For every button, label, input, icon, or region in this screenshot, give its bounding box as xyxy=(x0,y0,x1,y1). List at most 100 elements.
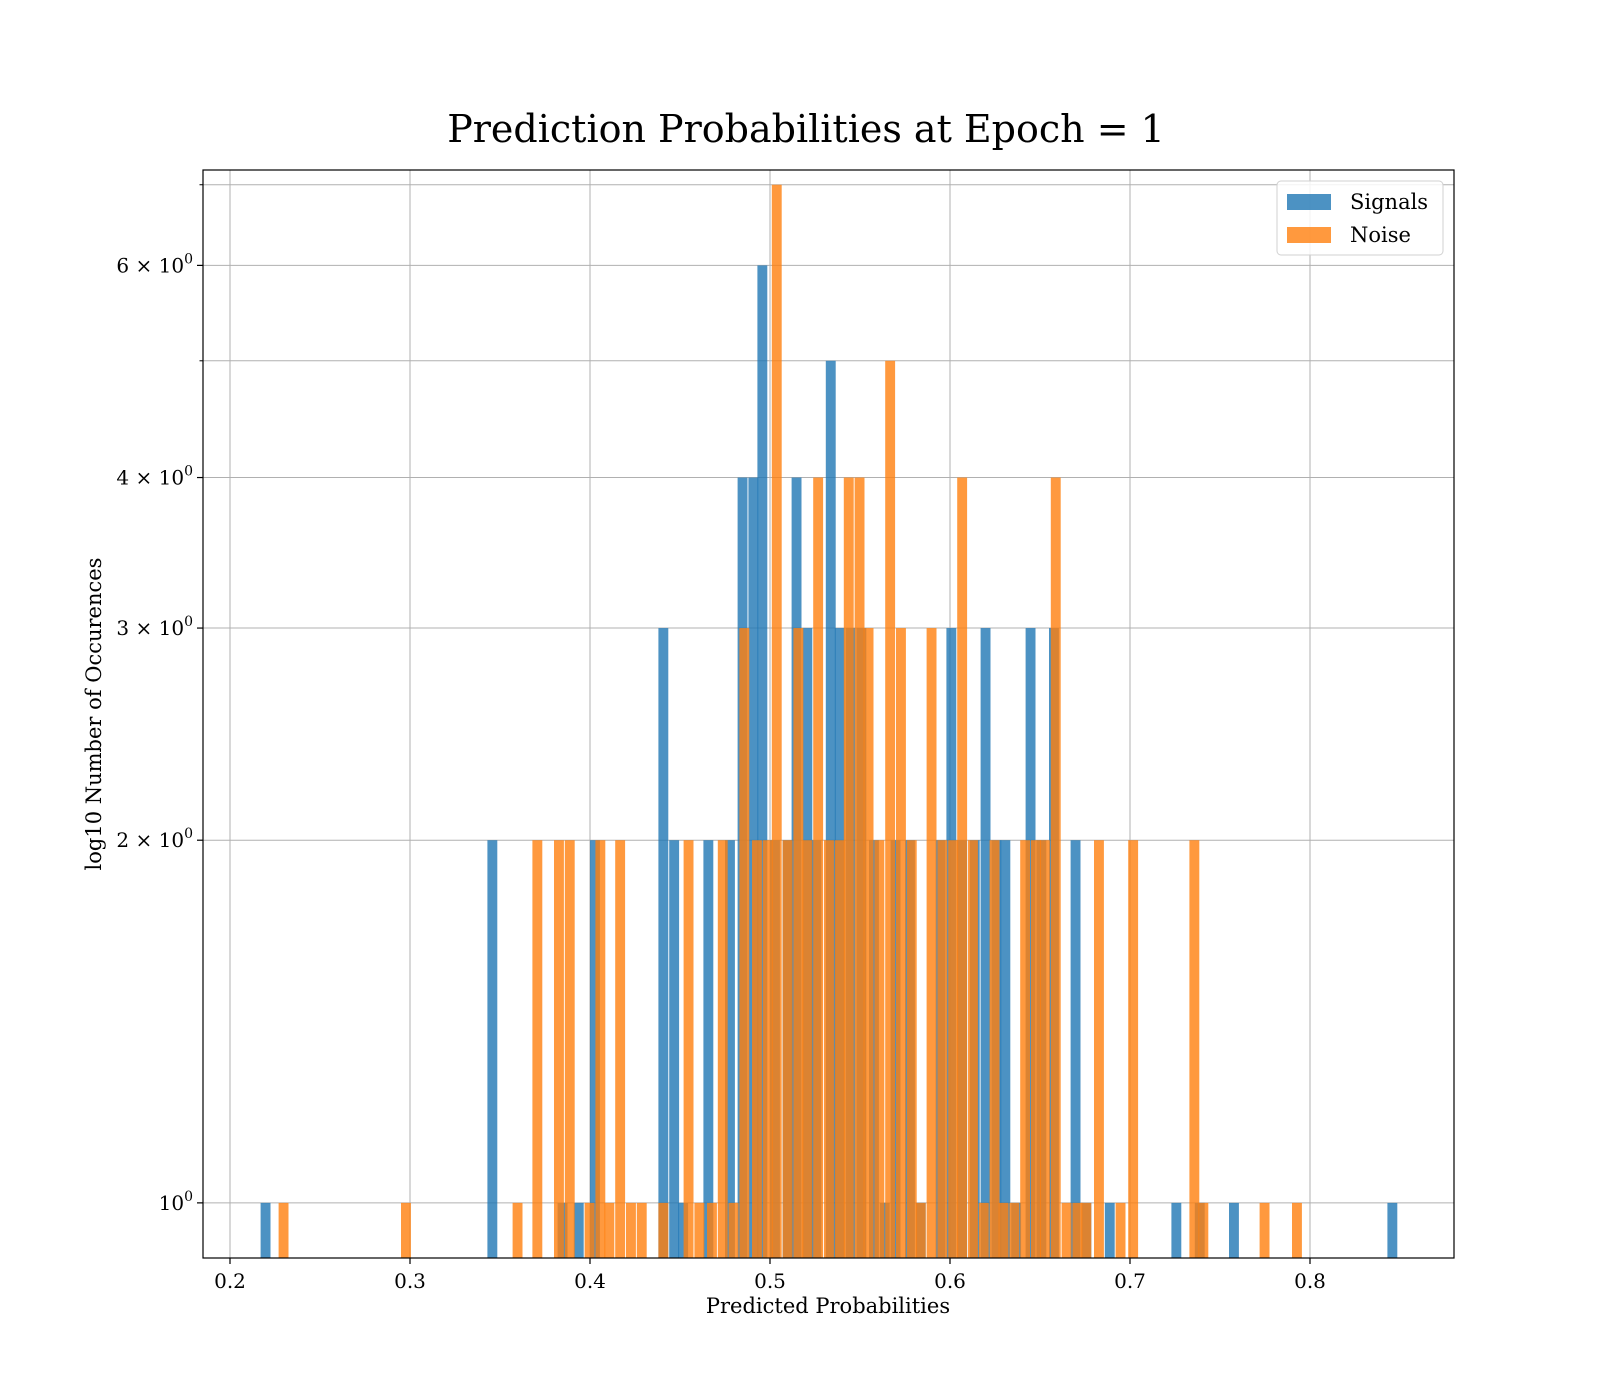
bar-noise xyxy=(998,1202,1009,1258)
bar-noise xyxy=(683,840,694,1258)
bar-noise xyxy=(854,477,865,1258)
bar-noise xyxy=(278,1202,289,1258)
x-tick-label: 0.2 xyxy=(214,1269,246,1293)
bar-noise xyxy=(728,1202,739,1258)
y-tick-base: 6 × 10 xyxy=(116,253,184,277)
bar-noise xyxy=(717,840,728,1258)
y-tick-exponent: 0 xyxy=(184,1189,193,1205)
y-tick-label: 6 × 100 xyxy=(116,251,193,277)
bar-signals xyxy=(260,1202,271,1258)
y-tick-exponent: 0 xyxy=(184,614,193,630)
bar-signals xyxy=(1387,1202,1398,1258)
bar-noise xyxy=(1115,1202,1126,1258)
bar-signals xyxy=(1000,840,1011,1258)
bar-noise xyxy=(604,1202,615,1258)
bar-noise xyxy=(782,840,793,1258)
bar-noise xyxy=(401,1202,411,1258)
bar-noise xyxy=(896,628,906,1258)
bar-signals xyxy=(487,840,498,1258)
bar-signals xyxy=(1104,1202,1115,1258)
bar-noise xyxy=(739,628,750,1258)
bar-signals xyxy=(1171,1202,1182,1258)
bar-noise xyxy=(1072,1202,1083,1258)
y-tick-base: 10 xyxy=(159,1191,184,1215)
bar-noise xyxy=(595,840,606,1258)
bar-noise xyxy=(707,1202,717,1258)
bar-noise xyxy=(512,1202,523,1258)
bar-noise xyxy=(752,840,762,1258)
bar-noise xyxy=(1128,840,1139,1258)
bar-noise xyxy=(885,360,896,1259)
bar-signals xyxy=(573,1202,584,1258)
bar-noise xyxy=(843,477,854,1258)
x-tick-label: 0.4 xyxy=(574,1269,606,1293)
bar-noise xyxy=(1009,1202,1020,1258)
bar-noise xyxy=(694,1202,705,1258)
bar-noise xyxy=(1040,840,1050,1258)
bar-noise xyxy=(957,477,968,1258)
bar-signals xyxy=(703,840,714,1258)
y-tick-exponent: 0 xyxy=(184,826,193,842)
legend: Signals Noise xyxy=(1276,180,1444,256)
bar-signals xyxy=(678,1202,689,1258)
x-tick-label: 0.8 xyxy=(1294,1269,1326,1293)
legend-swatch-signals xyxy=(1287,194,1331,210)
y-tick-base: 2 × 10 xyxy=(116,828,184,852)
bar-noise xyxy=(584,1202,595,1258)
bar-noise xyxy=(813,477,824,1258)
chart-title: Prediction Probabilities at Epoch = 1 xyxy=(447,107,1165,151)
bar-noise xyxy=(636,1202,647,1258)
bar-noise xyxy=(1020,840,1031,1258)
x-tick-label: 0.3 xyxy=(394,1269,426,1293)
bar-noise xyxy=(1292,1202,1302,1258)
bar-noise xyxy=(615,840,626,1258)
bar-noise xyxy=(554,840,564,1258)
bar-noise xyxy=(978,1202,989,1258)
bar-noise xyxy=(802,840,813,1258)
bar-signals xyxy=(1229,1202,1239,1258)
bar-noise xyxy=(532,840,543,1258)
bar-signals xyxy=(1070,840,1081,1258)
bar-noise xyxy=(926,628,937,1258)
bar-noise xyxy=(1050,477,1061,1258)
bar-noise xyxy=(948,840,959,1258)
bar-noise xyxy=(793,628,804,1258)
bar-noise xyxy=(937,840,948,1258)
y-tick-label: 2 × 100 xyxy=(116,826,193,852)
bar-noise xyxy=(874,840,885,1258)
legend-label-noise: Noise xyxy=(1350,223,1411,247)
bar-signals xyxy=(825,360,836,1259)
bar-noise xyxy=(1081,1202,1092,1258)
bar-signals xyxy=(590,840,600,1258)
bar-signals xyxy=(980,628,991,1258)
y-axis-label: log10 Number of Occurences xyxy=(82,558,106,871)
bar-noise xyxy=(658,1202,669,1258)
bar-noise xyxy=(1031,840,1041,1258)
legend-swatch-noise xyxy=(1287,227,1331,243)
y-tick-label: 4 × 100 xyxy=(116,464,193,490)
x-tick-label: 0.7 xyxy=(1114,1269,1146,1293)
bar-signals xyxy=(658,628,669,1258)
bar-noise xyxy=(834,840,845,1258)
legend-label-signals: Signals xyxy=(1350,190,1428,214)
x-axis-label: Predicted Probabilities xyxy=(706,1294,950,1318)
plot-frame xyxy=(202,169,1455,1259)
x-tick-label: 0.6 xyxy=(934,1269,966,1293)
bar-signals xyxy=(669,840,680,1258)
x-tick-label: 0.5 xyxy=(754,1269,786,1293)
bar-signals xyxy=(869,840,879,1258)
bars-layer xyxy=(260,184,1398,1259)
bar-signals xyxy=(757,265,768,1258)
bar-signals xyxy=(890,840,901,1258)
y-tick-label: 3 × 100 xyxy=(116,614,193,640)
y-tick-label: 100 xyxy=(159,1189,193,1215)
bar-noise xyxy=(915,1202,926,1258)
y-tick-base: 3 × 10 xyxy=(116,616,184,640)
bar-noise xyxy=(1189,840,1200,1258)
bar-noise xyxy=(771,184,782,1258)
bar-noise xyxy=(762,840,773,1258)
bar-noise xyxy=(1259,1202,1270,1258)
bar-noise xyxy=(989,840,1000,1258)
